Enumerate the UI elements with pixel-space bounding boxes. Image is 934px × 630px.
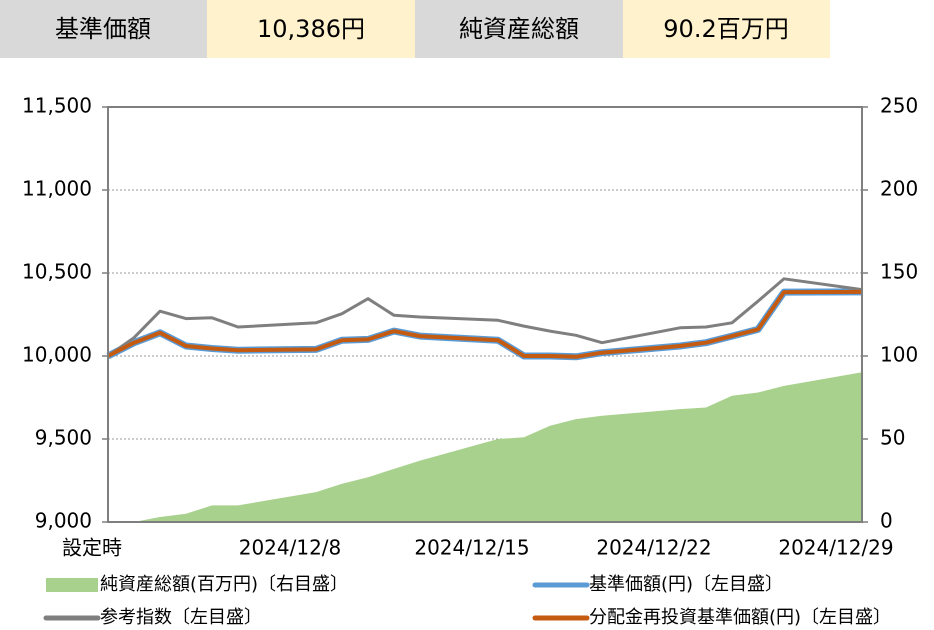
y-tick-label: 11,000	[22, 177, 92, 201]
area	[108, 372, 862, 522]
x-tick-label: 設定時	[62, 536, 122, 560]
y2-tick-label: 0	[880, 509, 893, 533]
legend-label: 参考指数〔左目盛〕	[100, 607, 262, 628]
header-value: 10,386円	[257, 15, 365, 43]
legend-label: 分配金再投資基準価額(円)〔左目盛〕	[589, 607, 891, 628]
y-tick-label: 11,500	[22, 94, 92, 118]
y2-tick-label: 100	[880, 343, 918, 367]
line	[106, 288, 863, 361]
y-tick-label: 9,000	[35, 509, 92, 533]
y-tick-label: 10,000	[22, 343, 92, 367]
x-tick-label: 2024/12/29	[778, 536, 893, 560]
y2-tick-label: 250	[880, 94, 918, 118]
line	[107, 289, 863, 359]
y-tick-label: 9,500	[35, 426, 92, 450]
y2-tick-label: 50	[880, 426, 905, 450]
header-value: 90.2百万円	[663, 15, 788, 43]
y2-tick-label: 200	[880, 177, 918, 201]
x-tick-label: 2024/12/22	[596, 536, 711, 560]
legend-label: 基準価額(円)〔左目盛〕	[589, 574, 783, 595]
header-label: 純資産総額	[459, 15, 579, 43]
y2-tick-label: 150	[880, 260, 918, 284]
header-cell	[415, 0, 623, 58]
legend-swatch	[46, 578, 98, 592]
header-label: 基準価額	[55, 15, 151, 43]
legend-label: 純資産総額(百万円)〔右目盛〕	[100, 574, 348, 595]
x-tick-label: 2024/12/15	[414, 536, 529, 560]
header-cell	[207, 0, 415, 58]
header-cell	[0, 0, 207, 58]
line	[107, 277, 863, 358]
x-tick-label: 2024/12/8	[239, 536, 342, 560]
plot-frame	[107, 106, 863, 523]
y-tick-label: 10,500	[22, 260, 92, 284]
header-cell	[623, 0, 830, 58]
